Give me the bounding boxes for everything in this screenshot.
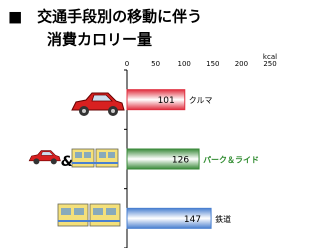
bar <box>127 90 185 110</box>
connector: & <box>61 154 73 170</box>
value-label: 101 <box>158 96 175 106</box>
x-tick-label: 50 <box>151 60 160 68</box>
train-icon <box>58 204 120 226</box>
x-tick-label: 250 <box>263 60 276 68</box>
category-label: クルマ <box>189 96 213 105</box>
value-label: 147 <box>184 215 201 225</box>
category-label: パーク＆ライド <box>203 155 259 165</box>
title-line: ■ 交通手段別の移動に伴う <box>8 8 202 26</box>
x-tick-label: 200 <box>235 60 248 68</box>
value-label: 126 <box>172 156 189 166</box>
car-icon <box>72 93 124 116</box>
title-line: 消費カロリー量 <box>47 31 152 49</box>
train-icon <box>72 149 118 167</box>
x-tick-label: 100 <box>178 60 191 68</box>
x-tick-label: 150 <box>206 60 219 68</box>
x-tick-label: 0 <box>125 60 129 68</box>
category-label: 鉄道 <box>215 214 231 224</box>
car-icon <box>29 151 60 165</box>
